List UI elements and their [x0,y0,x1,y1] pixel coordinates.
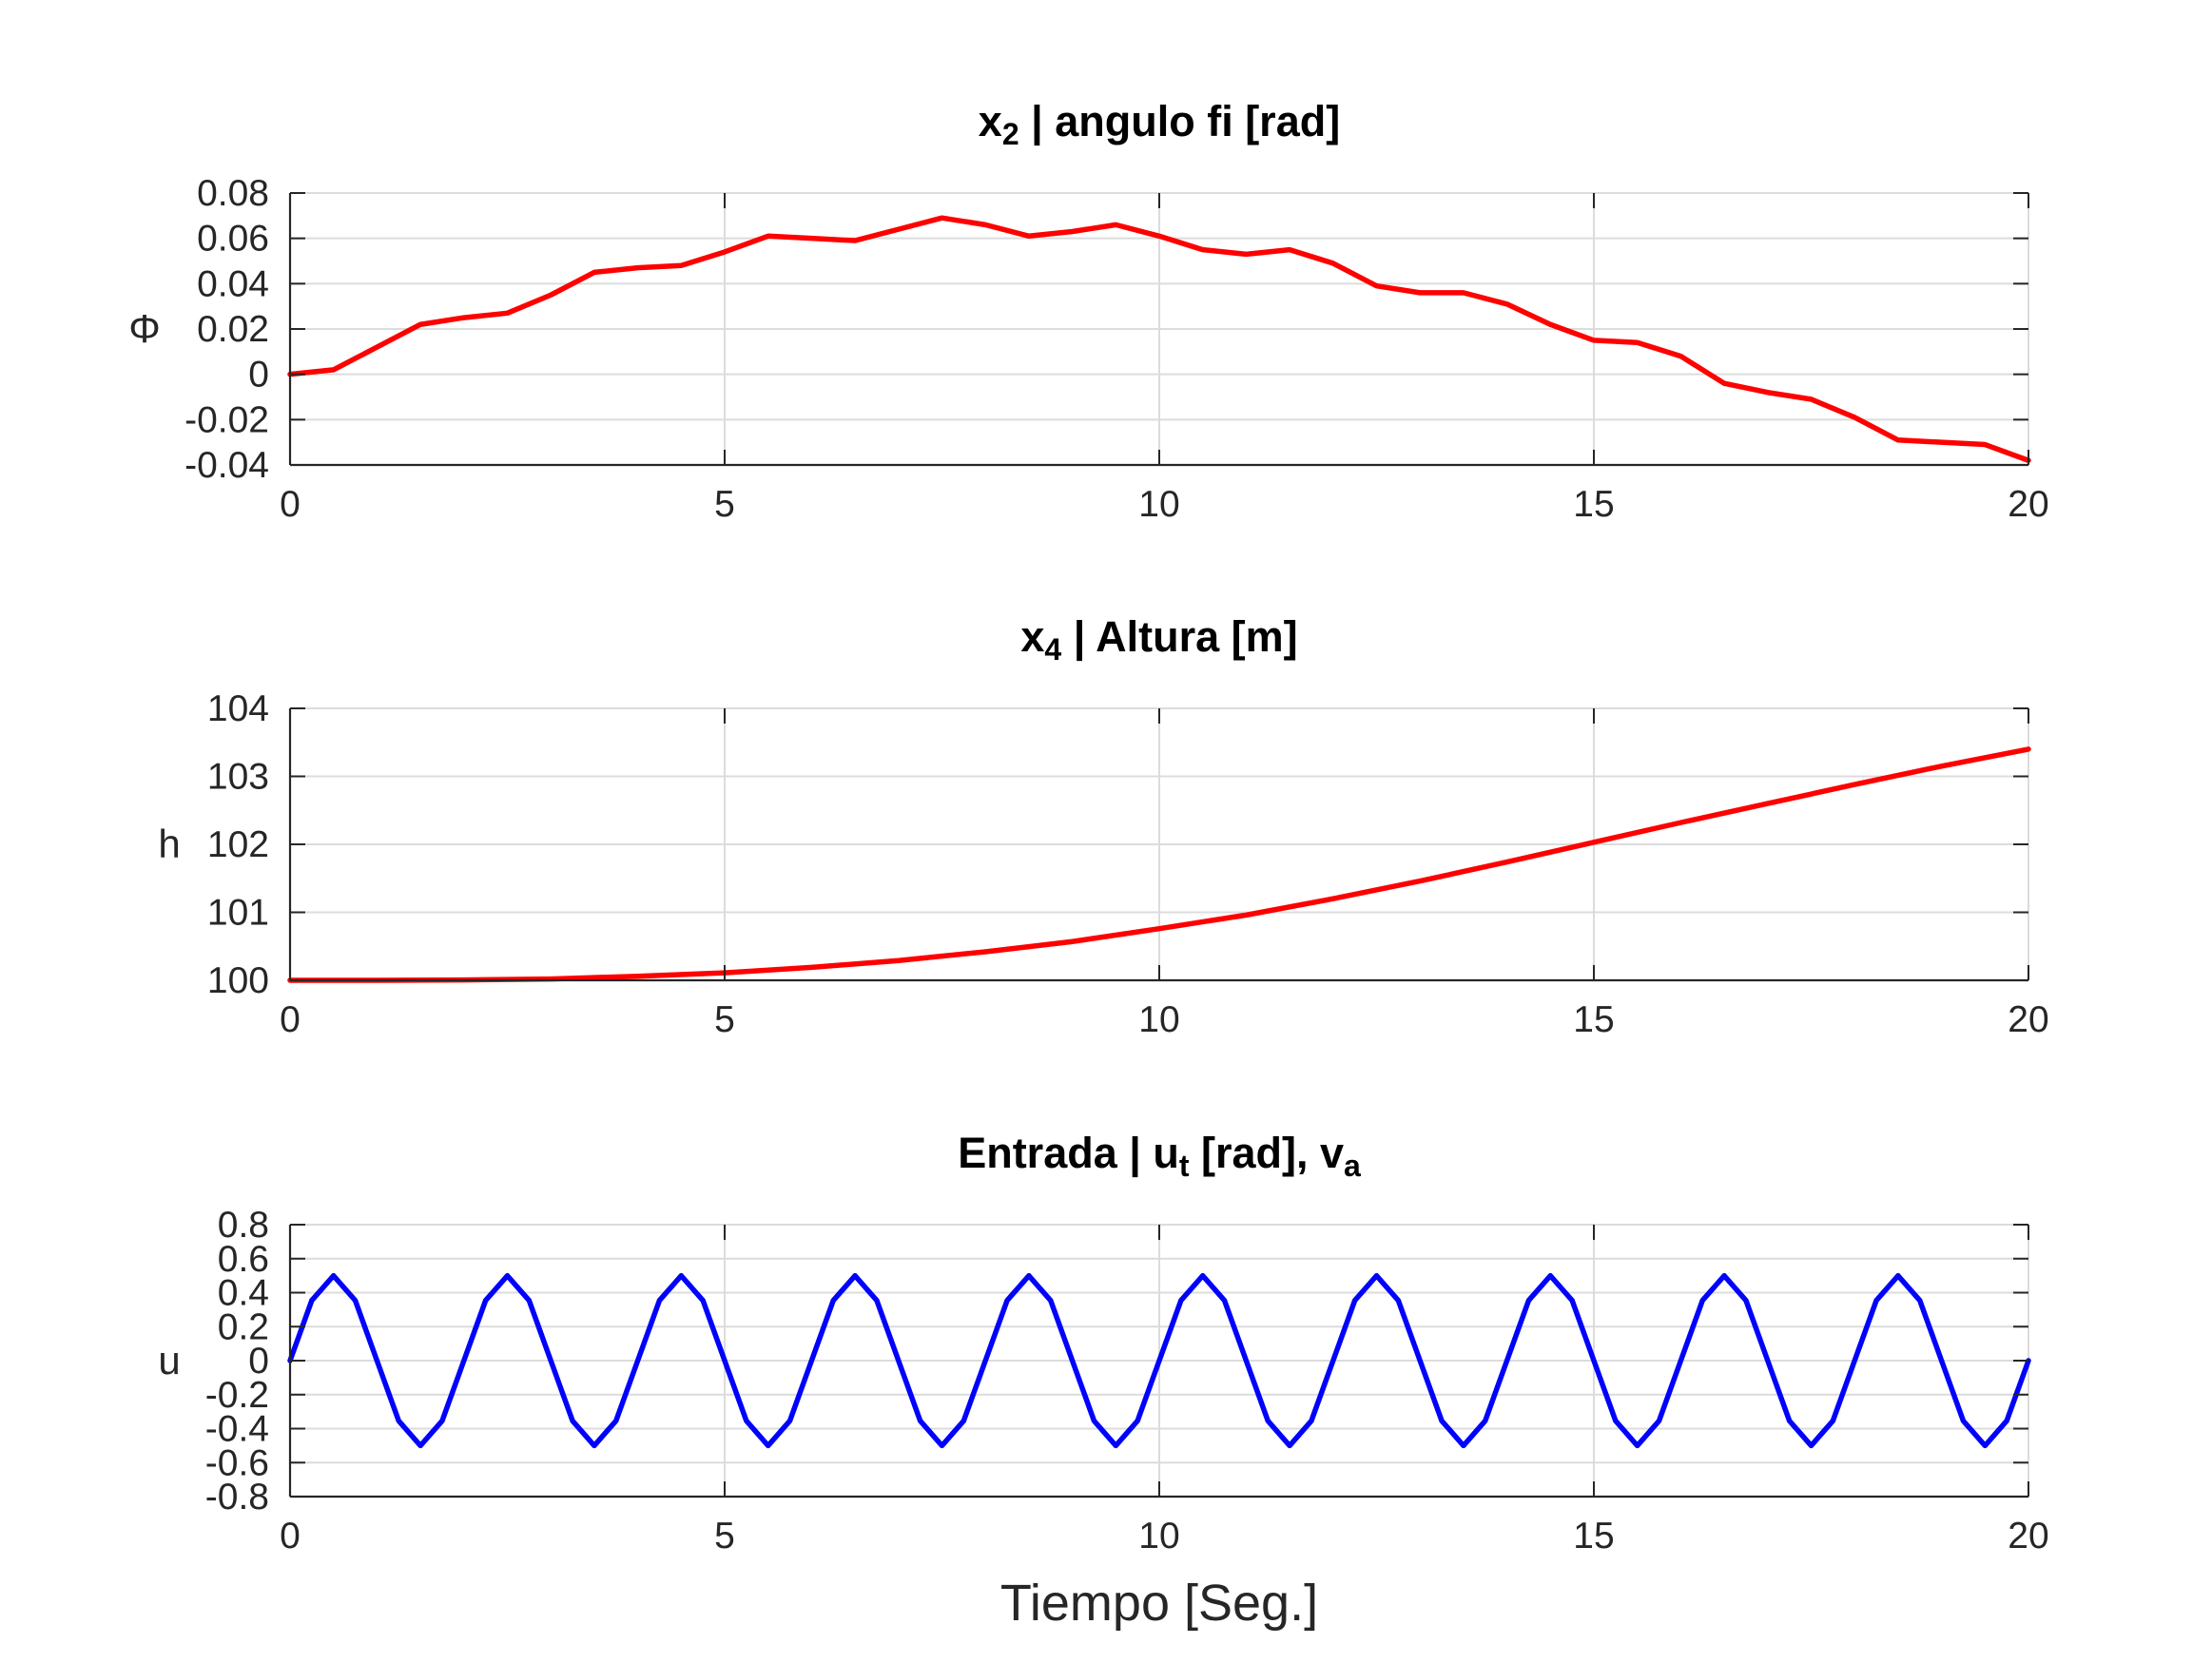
y-tick-label: 0.04 [197,263,269,304]
y-tick-label: 0.8 [218,1205,269,1246]
title-text-part: | Altura [m] [1061,612,1297,662]
y-tick-label: 0.02 [197,309,269,350]
title-subscript: t [1179,1149,1190,1183]
x-tick-label: 5 [714,484,735,525]
title-subscript: 4 [1044,632,1061,667]
x-tick-label: 5 [714,1516,735,1557]
x-tick-label: 0 [280,999,301,1040]
y-tick-label: -0.6 [205,1442,269,1483]
x-tick-labels: 0 5 10 15 20 [280,999,2049,1040]
x-tick-labels: 0 5 10 15 20 [280,1516,2049,1557]
series [287,215,2031,463]
x-tick-labels: 0 5 10 15 20 [280,484,2049,525]
subplot-altura: 0 5 10 15 20 100 101 102 103 104 x4 | Altura [m]… [158,612,2048,1040]
x-tick-label: 10 [1138,484,1179,525]
series-line-0 [287,746,2031,983]
y-tick-label: 0 [248,1341,269,1382]
y-tick-label: 102 [207,824,269,865]
y-tick-label: 100 [207,960,269,1001]
x-tick-label: 0 [280,1516,301,1557]
y-axis-label: h [158,822,180,866]
x-tick-label: 20 [2008,1516,2048,1557]
y-tick-labels: 100 101 102 103 104 [207,688,269,1001]
y-tick-label: 104 [207,688,269,729]
x-tick-label: 20 [2008,999,2048,1040]
series [287,746,2031,983]
y-tick-labels: -0.8-0.6-0.4-0.200.20.40.60.8 [205,1205,269,1518]
title-text-part: | angulo fi [rad] [1019,97,1341,146]
title-text-part: x [1020,612,1044,661]
y-tick-label: 0.08 [197,173,269,214]
axes [288,192,2029,467]
title-text-part: x [979,97,1002,145]
y-tick-label: -0.4 [205,1409,269,1450]
y-tick-label: -0.2 [205,1375,269,1416]
y-tick-label: -0.02 [184,399,269,440]
y-tick-label: 103 [207,757,269,798]
y-axis-label: u [158,1338,180,1383]
y-tick-label: -0.8 [205,1477,269,1518]
title-text-part: [rad], v [1189,1129,1344,1177]
plot-title: x4 | Altura [m] [1020,612,1297,667]
series-line-0 [287,215,2031,463]
y-tick-labels: -0.04 -0.020 0.02 0.040.06 0.08 [184,173,269,486]
x-tick-label: 0 [280,484,301,525]
title-subscript: 2 [1002,117,1019,151]
x-tick-label: 15 [1573,999,1614,1040]
y-tick-label: 0.06 [197,219,269,260]
y-tick-label: -0.04 [184,445,269,486]
y-tick-label: 101 [207,893,269,934]
axes [288,707,2029,982]
series [287,1272,2031,1449]
title-text-part: Entrada | u [958,1129,1179,1178]
y-axis-label: Φ [128,306,161,351]
plot-title: Entrada | ut [rad], va [958,1129,1361,1183]
title-subscript: a [1344,1149,1361,1183]
y-tick-label: 0.6 [218,1239,269,1280]
x-tick-label: 5 [714,999,735,1040]
x-tick-label: 10 [1138,1516,1179,1557]
series-line-0 [287,1272,2031,1449]
x-tick-label: 15 [1573,1516,1614,1557]
y-tick-label: 0 [248,355,269,396]
x-tick-label: 15 [1573,484,1614,525]
y-tick-label: 0.2 [218,1306,269,1347]
subplot-entrada: 0 5 10 15 20 -0.8-0.6-0.4-0.200.20.40.60.8 E… [158,1129,2048,1632]
axes [288,1224,2029,1499]
x-axis-label: Tiempo [Seg.] [1000,1575,1318,1632]
x-tick-label: 10 [1138,999,1179,1040]
y-tick-label: 0.4 [218,1273,269,1314]
plot-title: x2 | angulo fi [rad] [979,97,1340,151]
x-tick-label: 20 [2008,484,2048,525]
